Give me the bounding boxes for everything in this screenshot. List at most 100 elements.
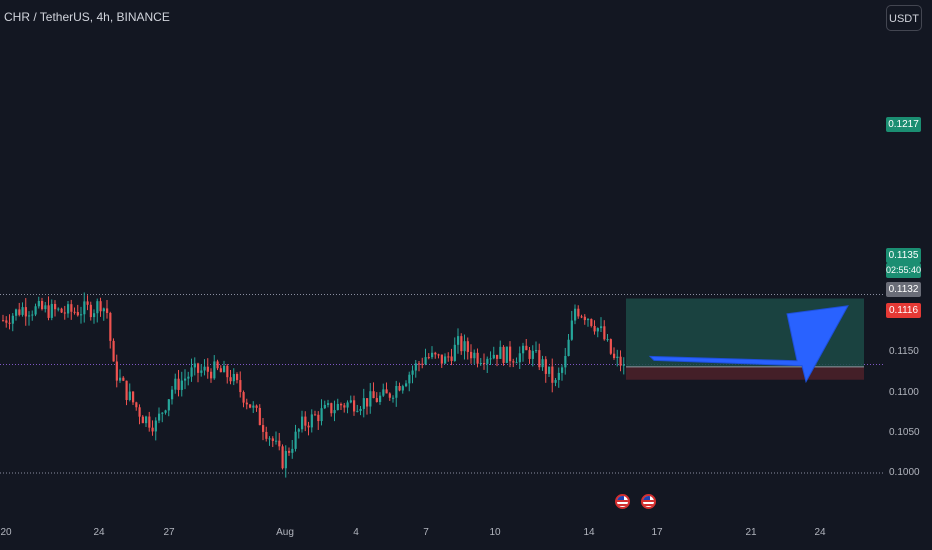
candle bbox=[177, 370, 180, 397]
candle bbox=[473, 349, 476, 365]
candle bbox=[616, 349, 619, 367]
candle bbox=[109, 311, 112, 349]
candle bbox=[2, 314, 5, 322]
candle bbox=[275, 431, 278, 445]
candle bbox=[99, 297, 102, 317]
candle bbox=[268, 436, 271, 446]
candle bbox=[76, 304, 79, 317]
candle bbox=[502, 345, 505, 366]
candle bbox=[613, 347, 616, 360]
candle bbox=[346, 400, 349, 414]
candle bbox=[561, 364, 564, 381]
time-tick-label: 20 bbox=[0, 527, 12, 538]
time-tick-label: 10 bbox=[489, 527, 501, 538]
candle bbox=[200, 364, 203, 377]
candle bbox=[70, 299, 73, 320]
candle bbox=[304, 411, 307, 432]
candle bbox=[63, 305, 66, 320]
candle bbox=[424, 348, 427, 366]
candle bbox=[96, 298, 99, 323]
candle bbox=[518, 346, 521, 369]
candle bbox=[483, 353, 486, 370]
candle bbox=[320, 399, 323, 426]
candle bbox=[115, 354, 118, 388]
candle bbox=[167, 398, 170, 417]
candle bbox=[580, 314, 583, 319]
candle bbox=[590, 318, 593, 328]
us-flag-icon[interactable] bbox=[615, 494, 630, 509]
time-tick-label: 17 bbox=[651, 527, 663, 538]
candle bbox=[271, 436, 274, 448]
stop-price-tag: 0.1116 bbox=[886, 303, 921, 318]
candle bbox=[258, 404, 261, 426]
candle bbox=[197, 362, 200, 383]
candle bbox=[34, 303, 37, 317]
candle bbox=[106, 300, 109, 319]
price-tick-label: 0.1150 bbox=[889, 346, 919, 358]
time-tick-label: Aug bbox=[276, 527, 294, 538]
candle bbox=[119, 369, 122, 383]
time-tick-label: 24 bbox=[814, 527, 826, 538]
candle bbox=[255, 404, 258, 412]
candle bbox=[434, 351, 437, 359]
candle bbox=[206, 358, 209, 379]
time-tick-label: 7 bbox=[423, 527, 429, 538]
candle bbox=[388, 392, 391, 401]
time-tick-label: 14 bbox=[583, 527, 595, 538]
candle bbox=[538, 343, 541, 371]
candle bbox=[427, 353, 430, 360]
candle bbox=[18, 302, 21, 317]
candle bbox=[57, 307, 60, 312]
candle bbox=[193, 357, 196, 376]
candle bbox=[314, 410, 317, 416]
candle bbox=[453, 337, 456, 362]
candle bbox=[216, 359, 219, 371]
candle bbox=[203, 359, 206, 376]
candle bbox=[544, 356, 547, 383]
candle bbox=[541, 355, 544, 371]
candle bbox=[5, 316, 8, 328]
candle bbox=[470, 344, 473, 364]
candle bbox=[606, 333, 609, 342]
candle bbox=[603, 320, 606, 341]
candle bbox=[301, 410, 304, 433]
candle bbox=[132, 391, 135, 406]
currency-button[interactable]: USDT bbox=[886, 5, 922, 31]
candle bbox=[307, 421, 310, 436]
candle bbox=[28, 311, 31, 326]
candle bbox=[398, 382, 401, 392]
candle bbox=[567, 333, 570, 357]
candle bbox=[8, 314, 11, 330]
candle bbox=[333, 400, 336, 422]
candle bbox=[379, 392, 382, 405]
candle bbox=[232, 368, 235, 386]
candle bbox=[310, 409, 313, 433]
candle bbox=[297, 428, 300, 439]
candle bbox=[281, 444, 284, 470]
candle bbox=[372, 382, 375, 399]
candle bbox=[288, 447, 291, 456]
candle bbox=[11, 313, 14, 332]
candle bbox=[284, 445, 287, 478]
candle bbox=[226, 364, 229, 384]
candle bbox=[41, 297, 44, 311]
candle bbox=[67, 301, 70, 318]
candle bbox=[294, 424, 297, 452]
candle bbox=[323, 400, 326, 410]
candle bbox=[219, 365, 222, 373]
candle bbox=[80, 306, 83, 324]
candle bbox=[577, 305, 580, 319]
candle bbox=[187, 371, 190, 386]
candle bbox=[486, 356, 489, 374]
candle bbox=[102, 307, 105, 321]
candle bbox=[138, 404, 141, 425]
candle bbox=[252, 401, 255, 413]
candle bbox=[408, 371, 411, 392]
candle bbox=[47, 296, 50, 321]
candle bbox=[349, 395, 352, 404]
candle bbox=[353, 395, 356, 416]
us-flag-icon[interactable] bbox=[641, 494, 656, 509]
arrow-annotation[interactable] bbox=[648, 305, 849, 384]
candle bbox=[50, 299, 53, 321]
